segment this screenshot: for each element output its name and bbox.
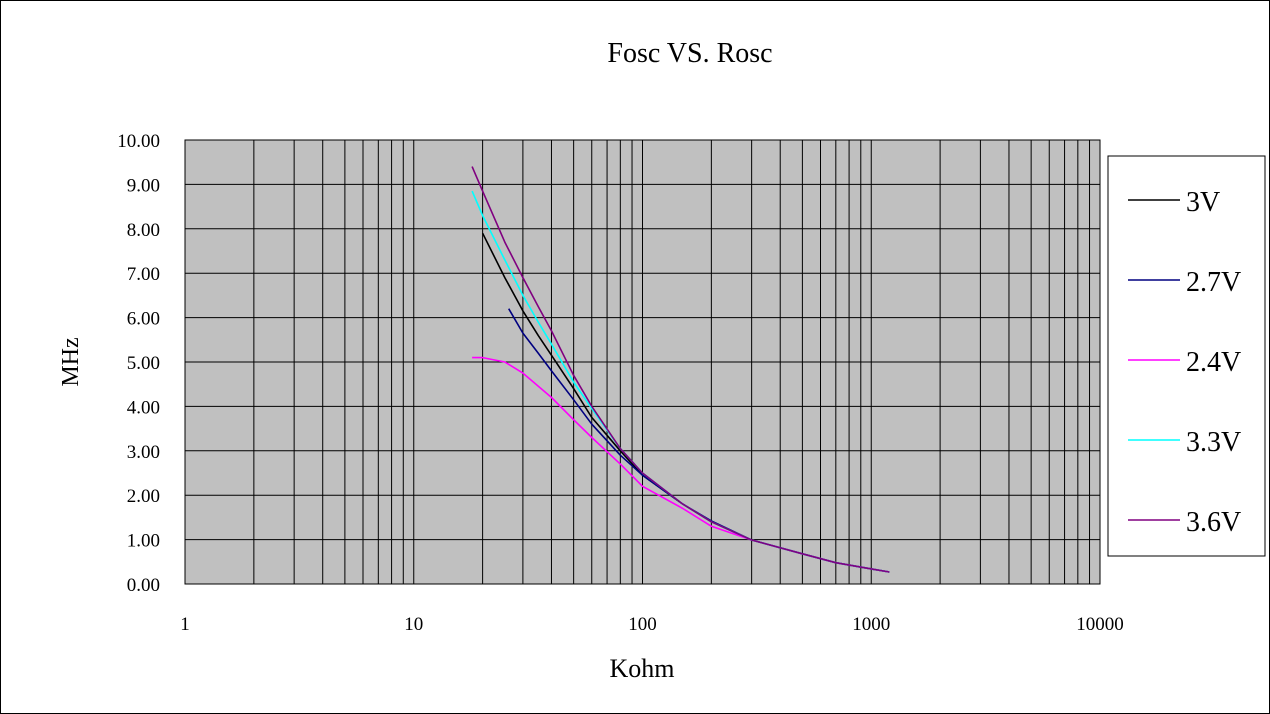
x-tick-label: 100	[628, 614, 657, 635]
legend-label: 3.3V	[1186, 427, 1241, 458]
x-axis-ticks: 1 10 100 1000 10000	[180, 614, 1124, 635]
legend-box	[1107, 155, 1266, 557]
y-tick-label: 1.00	[127, 531, 160, 552]
y-tick-label: 10.00	[117, 131, 160, 152]
y-axis-ticks: 0.00 1.00 2.00 3.00 4.00 5.00 6.00 7.00 8.00 9.00…	[117, 131, 160, 596]
plot-area	[184, 139, 1101, 585]
legend-label: 2.4V	[1186, 347, 1241, 378]
y-tick-label: 8.00	[127, 220, 160, 241]
x-tick-label: 1	[180, 614, 190, 635]
y-tick-label: 6.00	[127, 309, 160, 330]
y-tick-label: 5.00	[127, 353, 160, 374]
y-tick-label: 0.00	[127, 575, 160, 596]
x-axis-label: Kohm	[610, 654, 675, 683]
y-tick-label: 2.00	[127, 486, 160, 507]
y-tick-label: 4.00	[127, 397, 160, 418]
x-tick-label: 1000	[852, 614, 890, 635]
legend: 3V 2.7V 2.4V 3.3V 3.6V	[1107, 155, 1266, 557]
legend-label: 3V	[1186, 187, 1220, 218]
x-tick-label: 10	[404, 614, 423, 635]
y-tick-label: 3.00	[127, 442, 160, 463]
legend-label: 2.7V	[1186, 267, 1241, 298]
y-tick-label: 7.00	[127, 264, 160, 285]
legend-label: 3.6V	[1186, 507, 1241, 538]
chart-title: Fosc VS. Rosc	[607, 38, 772, 69]
y-tick-label: 9.00	[127, 175, 160, 196]
x-tick-label: 10000	[1076, 614, 1124, 635]
series-line-3-6V	[471, 166, 890, 573]
y-axis-label: MHz	[58, 337, 84, 386]
series-group	[471, 166, 890, 573]
